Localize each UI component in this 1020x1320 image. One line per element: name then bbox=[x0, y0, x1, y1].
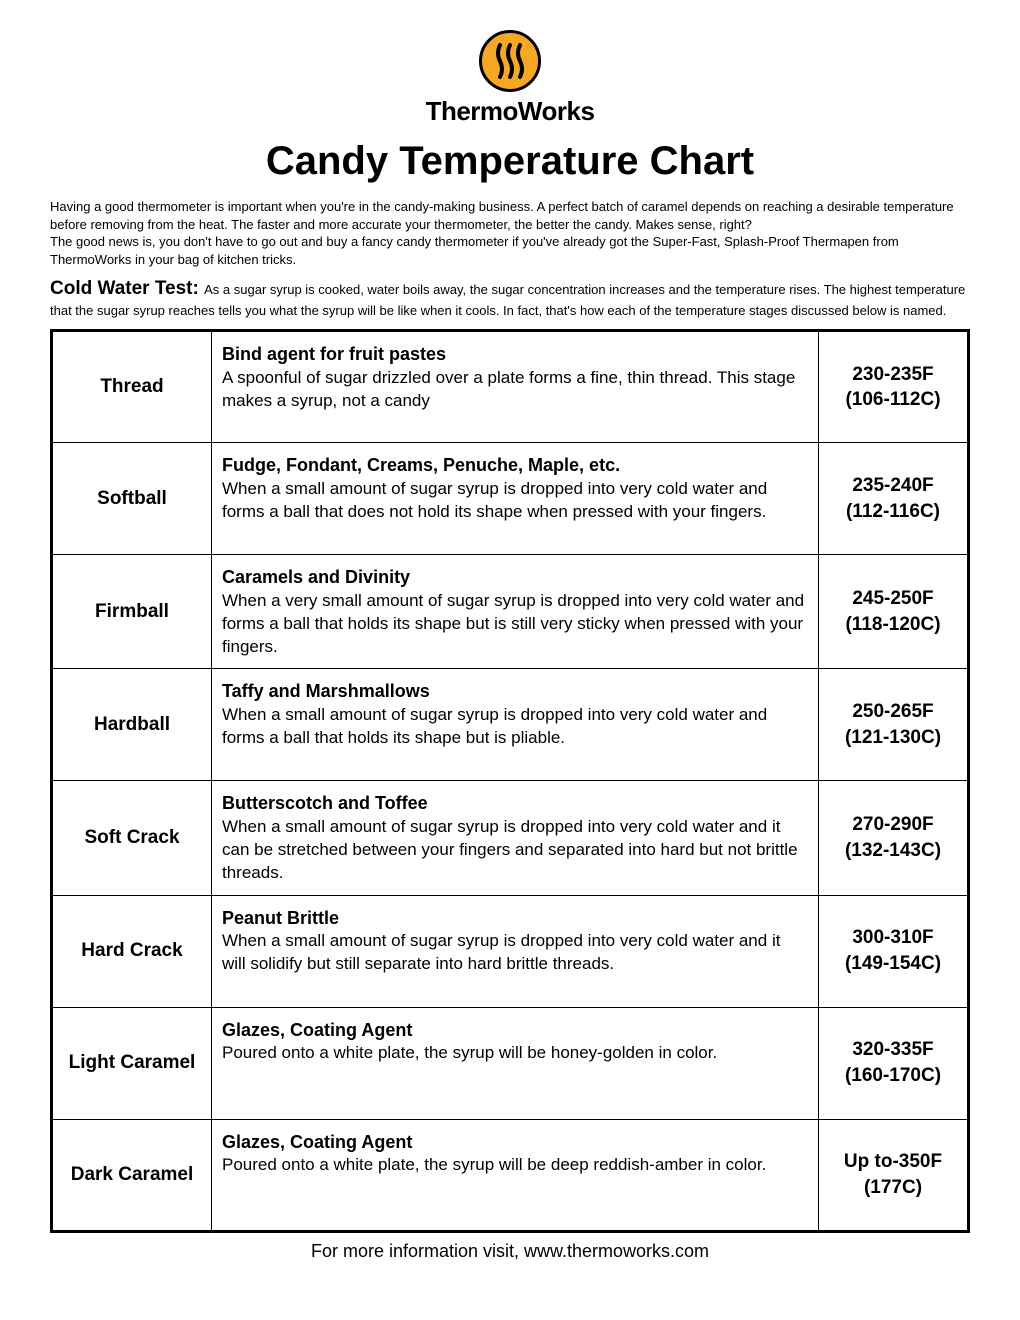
temperature-cell: Up to-350F(177C) bbox=[819, 1119, 969, 1231]
intro-text-2: The good news is, you don't have to go o… bbox=[50, 234, 899, 267]
description-body: When a very small amount of sugar syrup … bbox=[222, 590, 808, 659]
candy-temperature-table: ThreadBind agent for fruit pastesA spoon… bbox=[50, 329, 970, 1232]
description-cell: Peanut BrittleWhen a small amount of sug… bbox=[212, 895, 819, 1007]
description-cell: Bind agent for fruit pastesA spoonful of… bbox=[212, 331, 819, 443]
stage-cell: Thread bbox=[52, 331, 212, 443]
temp-fahrenheit: 320-335F bbox=[829, 1037, 957, 1063]
table-body: ThreadBind agent for fruit pastesA spoon… bbox=[52, 331, 969, 1231]
description-cell: Taffy and MarshmallowsWhen a small amoun… bbox=[212, 669, 819, 781]
temp-celsius: (118-120C) bbox=[829, 612, 957, 638]
stage-cell: Soft Crack bbox=[52, 781, 212, 895]
table-row: FirmballCaramels and DivinityWhen a very… bbox=[52, 555, 969, 669]
temp-fahrenheit: 270-290F bbox=[829, 812, 957, 838]
description-heading: Butterscotch and Toffee bbox=[222, 791, 808, 815]
description-body: A spoonful of sugar drizzled over a plat… bbox=[222, 367, 808, 413]
description-cell: Glazes, Coating AgentPoured onto a white… bbox=[212, 1007, 819, 1119]
description-heading: Glazes, Coating Agent bbox=[222, 1018, 808, 1042]
temp-celsius: (112-116C) bbox=[829, 499, 957, 525]
temp-fahrenheit: 300-310F bbox=[829, 925, 957, 951]
description-cell: Butterscotch and ToffeeWhen a small amou… bbox=[212, 781, 819, 895]
temp-celsius: (149-154C) bbox=[829, 951, 957, 977]
table-row: ThreadBind agent for fruit pastesA spoon… bbox=[52, 331, 969, 443]
table-row: Dark CaramelGlazes, Coating AgentPoured … bbox=[52, 1119, 969, 1231]
description-cell: Fudge, Fondant, Creams, Penuche, Maple, … bbox=[212, 443, 819, 555]
description-heading: Fudge, Fondant, Creams, Penuche, Maple, … bbox=[222, 453, 808, 477]
stage-cell: Dark Caramel bbox=[52, 1119, 212, 1231]
stage-cell: Hardball bbox=[52, 669, 212, 781]
description-heading: Caramels and Divinity bbox=[222, 565, 808, 589]
description-body: When a small amount of sugar syrup is dr… bbox=[222, 704, 808, 750]
description-cell: Glazes, Coating AgentPoured onto a white… bbox=[212, 1119, 819, 1231]
temperature-cell: 320-335F(160-170C) bbox=[819, 1007, 969, 1119]
temp-celsius: (121-130C) bbox=[829, 725, 957, 751]
description-heading: Taffy and Marshmallows bbox=[222, 679, 808, 703]
logo-text: ThermoWorks bbox=[50, 96, 970, 127]
table-row: Softball Fudge, Fondant, Creams, Penuche,… bbox=[52, 443, 969, 555]
stage-cell: Light Caramel bbox=[52, 1007, 212, 1119]
description-cell: Caramels and DivinityWhen a very small a… bbox=[212, 555, 819, 669]
table-row: Soft CrackButterscotch and ToffeeWhen a … bbox=[52, 781, 969, 895]
description-body: When a small amount of sugar syrup is dr… bbox=[222, 930, 808, 976]
intro-text-1: Having a good thermometer is important w… bbox=[50, 199, 954, 232]
stage-cell: Softball bbox=[52, 443, 212, 555]
temperature-cell: 300-310F(149-154C) bbox=[819, 895, 969, 1007]
cold-water-lead: Cold Water Test: bbox=[50, 278, 204, 299]
footer-text: For more information visit, www.thermowo… bbox=[50, 1241, 970, 1262]
table-row: HardballTaffy and MarshmallowsWhen a sma… bbox=[52, 669, 969, 781]
description-body: When a small amount of sugar syrup is dr… bbox=[222, 478, 808, 524]
temp-celsius: (160-170C) bbox=[829, 1063, 957, 1089]
temperature-cell: 250-265F(121-130C) bbox=[819, 669, 969, 781]
description-body: Poured onto a white plate, the syrup wil… bbox=[222, 1154, 808, 1177]
stage-cell: Firmball bbox=[52, 555, 212, 669]
description-body: When a small amount of sugar syrup is dr… bbox=[222, 816, 808, 885]
heat-waves-icon bbox=[492, 41, 528, 81]
temp-fahrenheit: Up to-350F bbox=[829, 1149, 957, 1175]
intro-paragraph: Having a good thermometer is important w… bbox=[50, 198, 970, 268]
table-row: Light CaramelGlazes, Coating AgentPoured… bbox=[52, 1007, 969, 1119]
stage-cell: Hard Crack bbox=[52, 895, 212, 1007]
temp-celsius: (132-143C) bbox=[829, 838, 957, 864]
logo-icon bbox=[479, 30, 541, 92]
temperature-cell: 270-290F(132-143C) bbox=[819, 781, 969, 895]
description-heading: Peanut Brittle bbox=[222, 906, 808, 930]
temp-fahrenheit: 230-235F bbox=[829, 362, 957, 388]
description-body: Poured onto a white plate, the syrup wil… bbox=[222, 1042, 808, 1065]
description-heading: Glazes, Coating Agent bbox=[222, 1130, 808, 1154]
cold-water-paragraph: Cold Water Test: As a sugar syrup is coo… bbox=[50, 276, 970, 319]
description-heading: Bind agent for fruit pastes bbox=[222, 342, 808, 366]
temp-celsius: (106-112C) bbox=[829, 387, 957, 413]
temp-fahrenheit: 235-240F bbox=[829, 473, 957, 499]
temperature-cell: 235-240F(112-116C) bbox=[819, 443, 969, 555]
page-title: Candy Temperature Chart bbox=[50, 139, 970, 184]
temp-celsius: (177C) bbox=[829, 1175, 957, 1201]
table-row: Hard CrackPeanut BrittleWhen a small amo… bbox=[52, 895, 969, 1007]
logo-block: ThermoWorks bbox=[50, 30, 970, 127]
temp-fahrenheit: 245-250F bbox=[829, 586, 957, 612]
temp-fahrenheit: 250-265F bbox=[829, 699, 957, 725]
temperature-cell: 230-235F(106-112C) bbox=[819, 331, 969, 443]
temperature-cell: 245-250F(118-120C) bbox=[819, 555, 969, 669]
